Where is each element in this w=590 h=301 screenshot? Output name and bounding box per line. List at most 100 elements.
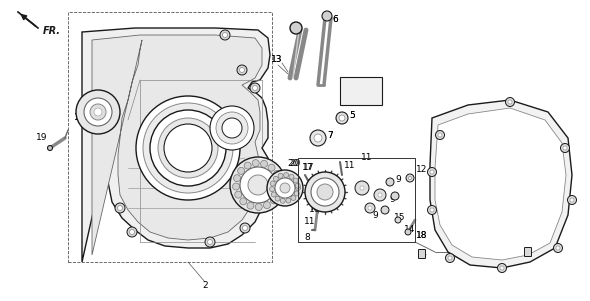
Circle shape — [497, 263, 506, 272]
Circle shape — [274, 170, 281, 178]
Circle shape — [129, 229, 135, 234]
Circle shape — [238, 167, 245, 174]
Text: 13: 13 — [270, 55, 282, 64]
Text: 4: 4 — [367, 83, 373, 92]
Text: 13: 13 — [270, 55, 282, 64]
Circle shape — [284, 172, 289, 178]
Circle shape — [252, 160, 259, 167]
Circle shape — [430, 208, 434, 212]
Bar — [68, 12, 272, 262]
Circle shape — [270, 187, 274, 192]
Circle shape — [253, 193, 263, 203]
Circle shape — [430, 170, 434, 174]
Circle shape — [294, 191, 299, 196]
Polygon shape — [92, 35, 262, 255]
Circle shape — [230, 157, 286, 213]
Circle shape — [563, 146, 567, 150]
Bar — [340, 77, 382, 105]
Circle shape — [275, 190, 282, 197]
Circle shape — [570, 198, 574, 202]
Circle shape — [560, 144, 569, 153]
Circle shape — [242, 225, 247, 231]
Circle shape — [237, 65, 247, 75]
Circle shape — [275, 196, 280, 201]
Circle shape — [115, 203, 125, 213]
Text: 9: 9 — [395, 175, 401, 185]
Circle shape — [220, 30, 230, 40]
Circle shape — [275, 178, 295, 198]
Text: 10: 10 — [309, 206, 321, 215]
Text: 21: 21 — [237, 172, 248, 182]
Circle shape — [290, 22, 302, 34]
Circle shape — [435, 131, 444, 139]
Polygon shape — [82, 28, 270, 262]
Circle shape — [317, 184, 333, 200]
Text: 11: 11 — [304, 218, 316, 226]
Text: 6: 6 — [332, 15, 338, 24]
Circle shape — [291, 195, 296, 200]
Text: 20: 20 — [287, 160, 299, 169]
Text: 16: 16 — [74, 113, 86, 122]
Text: 6: 6 — [332, 15, 338, 24]
Circle shape — [261, 160, 267, 167]
Circle shape — [278, 173, 283, 178]
Circle shape — [374, 189, 386, 201]
Circle shape — [408, 176, 411, 179]
Circle shape — [568, 196, 576, 204]
Circle shape — [267, 170, 303, 206]
Text: FR.: FR. — [43, 26, 61, 36]
Text: 18: 18 — [417, 231, 428, 240]
Circle shape — [240, 198, 247, 205]
Circle shape — [270, 181, 276, 186]
Circle shape — [253, 85, 257, 91]
Circle shape — [244, 162, 251, 169]
Circle shape — [257, 163, 267, 173]
Text: 11: 11 — [344, 160, 356, 169]
Circle shape — [255, 203, 263, 210]
Circle shape — [445, 253, 454, 262]
Circle shape — [438, 133, 442, 137]
Circle shape — [381, 206, 389, 214]
Text: 7: 7 — [327, 131, 333, 139]
Circle shape — [322, 11, 332, 21]
Text: 17: 17 — [303, 163, 314, 172]
Circle shape — [395, 217, 401, 223]
Circle shape — [296, 183, 300, 188]
Circle shape — [208, 240, 212, 244]
Circle shape — [270, 197, 277, 204]
Circle shape — [428, 167, 437, 176]
Text: 11: 11 — [361, 154, 373, 163]
Circle shape — [240, 167, 276, 203]
Polygon shape — [430, 100, 572, 268]
Text: 18: 18 — [522, 229, 534, 238]
Circle shape — [127, 227, 137, 237]
Circle shape — [234, 175, 241, 182]
Text: 17: 17 — [302, 163, 313, 172]
Circle shape — [158, 118, 218, 178]
Text: 5: 5 — [349, 110, 355, 119]
Circle shape — [310, 130, 326, 146]
Circle shape — [296, 185, 300, 191]
Circle shape — [365, 203, 375, 213]
Circle shape — [506, 98, 514, 107]
Circle shape — [405, 229, 411, 235]
Text: 4: 4 — [367, 83, 373, 92]
Circle shape — [448, 256, 452, 260]
Circle shape — [336, 112, 348, 124]
Circle shape — [277, 182, 284, 188]
Circle shape — [136, 96, 240, 200]
Circle shape — [273, 176, 278, 181]
Circle shape — [286, 198, 291, 203]
Circle shape — [311, 178, 339, 206]
Circle shape — [76, 90, 120, 134]
Circle shape — [314, 134, 322, 142]
Text: 16: 16 — [74, 113, 86, 122]
Circle shape — [210, 106, 254, 150]
Circle shape — [150, 110, 226, 186]
Circle shape — [293, 178, 298, 183]
Circle shape — [339, 115, 345, 121]
Circle shape — [48, 145, 53, 150]
Circle shape — [360, 186, 364, 190]
Circle shape — [84, 98, 112, 126]
FancyBboxPatch shape — [525, 247, 532, 256]
